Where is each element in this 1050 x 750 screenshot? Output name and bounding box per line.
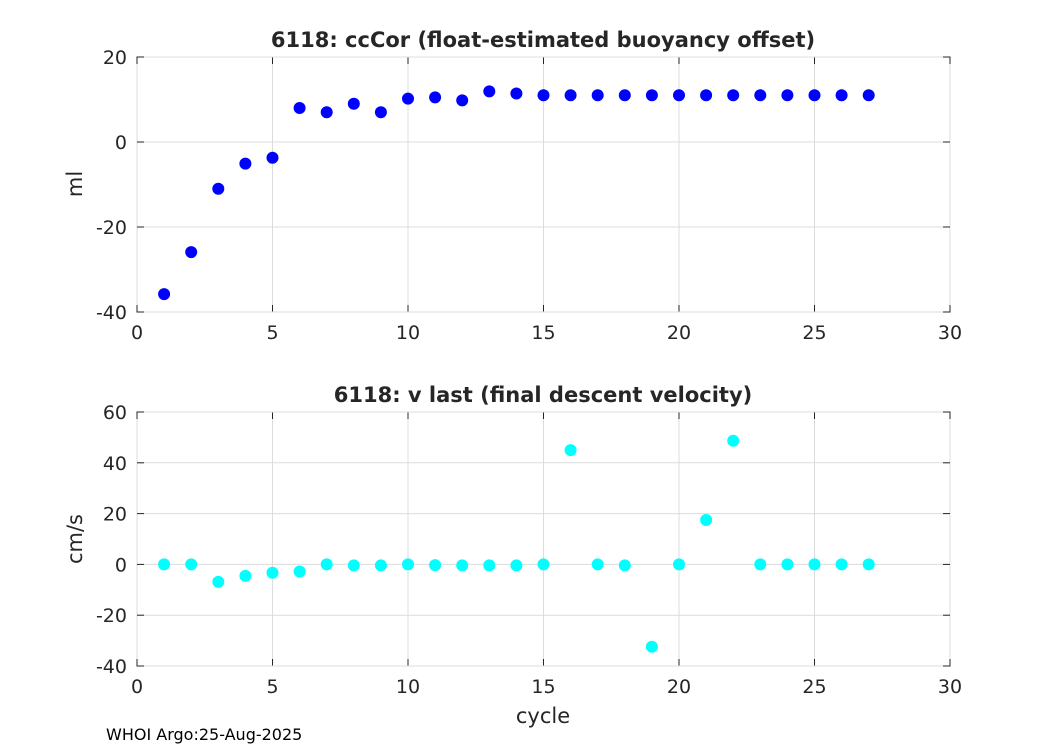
data-point	[781, 89, 794, 102]
x-tick-label: 5	[266, 676, 278, 698]
data-point	[266, 566, 279, 579]
data-points-buoyancy	[158, 85, 875, 301]
data-point	[673, 89, 685, 102]
x-tick-label: 20	[667, 322, 691, 344]
data-point	[835, 89, 848, 102]
data-point	[429, 91, 442, 104]
x-tick-label: 10	[396, 676, 420, 698]
data-point	[564, 444, 577, 457]
data-point	[374, 559, 387, 572]
data-point	[537, 558, 550, 571]
data-point	[591, 558, 604, 571]
x-tick-label: 10	[396, 322, 420, 344]
tick-labels-velocity: 0 5 10 15 20 25 30 -40 -20 0 20 40 60	[96, 402, 962, 698]
data-point	[239, 157, 252, 170]
data-point	[347, 97, 360, 110]
data-point	[266, 151, 279, 164]
y-tick-label: 40	[103, 453, 127, 475]
y-tick-label: -40	[96, 656, 127, 678]
data-point	[158, 288, 171, 301]
y-tick-label: 20	[103, 47, 127, 69]
x-tick-label: 0	[131, 676, 143, 698]
data-point	[402, 558, 414, 571]
data-points-velocity	[158, 434, 875, 653]
data-point	[537, 89, 550, 102]
y-tick-label: -40	[96, 302, 127, 324]
x-tick-label: 30	[938, 322, 962, 344]
data-point	[293, 102, 306, 114]
data-point	[320, 106, 333, 119]
x-tick-label: 15	[531, 676, 555, 698]
y-axis-label-buoyancy: ml	[63, 171, 87, 197]
data-point	[564, 89, 577, 102]
data-point	[212, 575, 225, 588]
data-point	[456, 94, 469, 107]
y-tick-label: 0	[115, 132, 127, 154]
data-point	[591, 89, 604, 102]
x-tick-label: 25	[802, 322, 826, 344]
panel-buoyancy-offset: 0 5 10 15 20 25 30 -40 -20 0 20 6118: ccCor (float…	[63, 28, 962, 344]
data-point	[673, 558, 685, 571]
data-point	[483, 559, 496, 572]
x-tick-label: 5	[266, 322, 278, 344]
data-point	[239, 569, 252, 582]
data-point	[185, 558, 198, 571]
y-tick-label: -20	[96, 217, 127, 239]
data-point	[347, 559, 360, 572]
data-point	[835, 558, 848, 571]
data-point	[645, 89, 658, 102]
data-point	[618, 559, 631, 572]
x-tick-label: 15	[531, 322, 555, 344]
x-tick-label: 25	[802, 676, 826, 698]
chart-title-velocity: 6118: v last (final descent velocity)	[334, 383, 752, 407]
data-point	[862, 558, 875, 571]
data-point	[185, 246, 198, 259]
data-point	[808, 89, 821, 102]
x-axis-label-velocity: cycle	[516, 704, 570, 728]
data-point	[374, 106, 387, 119]
data-point	[727, 434, 740, 447]
panel-descent-velocity: 0 5 10 15 20 25 30 -40 -20 0 20 40 60 6118: v last (…	[63, 383, 962, 728]
data-point	[781, 558, 794, 571]
data-point	[808, 558, 821, 571]
data-point	[510, 87, 523, 100]
data-point	[754, 89, 767, 102]
data-point	[754, 558, 767, 571]
footer-credit: WHOI Argo:25-Aug-2025	[106, 725, 303, 744]
data-point	[700, 89, 713, 102]
data-point	[700, 513, 713, 526]
data-point	[293, 565, 306, 578]
x-tick-label: 30	[938, 676, 962, 698]
data-point	[456, 559, 469, 572]
data-point	[429, 559, 442, 572]
data-point	[727, 89, 740, 102]
data-point	[320, 558, 333, 571]
data-point	[158, 558, 171, 571]
tick-labels-buoyancy: 0 5 10 15 20 25 30 -40 -20 0 20	[96, 47, 962, 344]
y-tick-label: 20	[103, 504, 127, 526]
y-axis-label-velocity: cm/s	[63, 514, 87, 564]
data-point	[510, 559, 523, 572]
data-point	[402, 92, 414, 105]
x-tick-label: 0	[131, 322, 143, 344]
data-point	[862, 89, 875, 102]
y-tick-label: -20	[96, 605, 127, 627]
data-point	[483, 85, 496, 98]
data-point	[645, 640, 658, 653]
chart-title-buoyancy: 6118: ccCor (float-estimated buoyancy of…	[271, 28, 815, 52]
data-point	[212, 182, 225, 195]
y-tick-label: 0	[115, 554, 127, 576]
data-point	[618, 89, 631, 102]
y-tick-label: 60	[103, 402, 127, 424]
x-tick-label: 20	[667, 676, 691, 698]
